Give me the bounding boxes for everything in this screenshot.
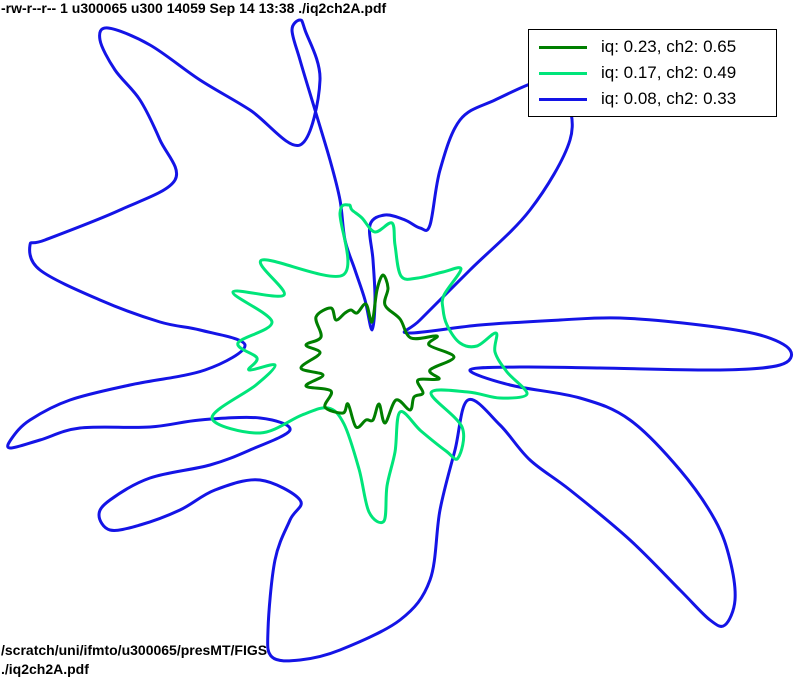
series-curve-0: [299, 273, 456, 430]
legend-entry-green: iq: 0.23, ch2: 0.65: [529, 35, 776, 61]
legend-swatch-blue: [539, 98, 587, 101]
series-curve-2: [6, 18, 793, 663]
legend-label: iq: 0.08, ch2: 0.33: [601, 89, 737, 108]
legend-swatch-green: [539, 46, 587, 49]
legend-entry-blue: iq: 0.08, ch2: 0.33: [529, 87, 776, 113]
legend-label: iq: 0.23, ch2: 0.65: [601, 37, 737, 56]
series-curve-1: [210, 203, 529, 525]
legend-swatch-light-green: [539, 72, 587, 75]
legend-entry-light-green: iq: 0.17, ch2: 0.49: [529, 61, 776, 87]
chart-legend: iq: 0.23, ch2: 0.65 iq: 0.17, ch2: 0.49 …: [528, 29, 777, 117]
footer-filename: ./iq2ch2A.pdf: [1, 661, 89, 677]
footer-path: /scratch/uni/ifmto/u300065/presMT/FIGS: [1, 642, 268, 658]
file-path-footer: /scratch/uni/ifmto/u300065/presMT/FIGS .…: [1, 641, 267, 679]
file-info-header: -rw-r--r-- 1 u300065 u300 14059 Sep 14 1…: [1, 0, 387, 16]
legend-label: iq: 0.17, ch2: 0.49: [601, 63, 737, 82]
